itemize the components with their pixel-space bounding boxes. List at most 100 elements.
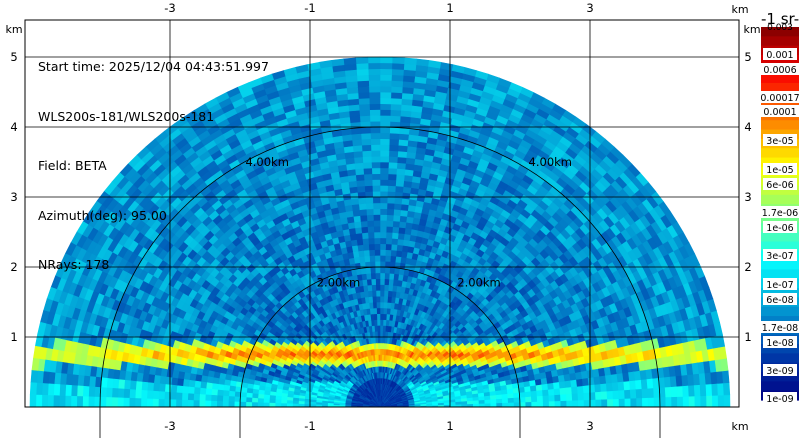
- field-cell: [393, 202, 402, 211]
- field-cell: [369, 103, 381, 111]
- field-cell: [379, 307, 384, 315]
- field-cell: [379, 225, 387, 233]
- field-cell: [370, 155, 381, 163]
- field-cell: [228, 390, 236, 398]
- field-cell: [368, 243, 375, 251]
- field-cell: [204, 394, 212, 402]
- field-cell: [379, 126, 391, 134]
- field-cell: [123, 379, 131, 390]
- field-cell: [187, 386, 195, 395]
- field-cell: [388, 138, 400, 146]
- field-cell: [671, 396, 678, 407]
- beta-field: [29, 56, 731, 407]
- field-cell: [360, 132, 371, 140]
- field-cell: [379, 214, 388, 221]
- field-cell: [518, 391, 526, 398]
- field-cell: [141, 381, 149, 392]
- field-cell: [379, 243, 387, 250]
- field-cell: [233, 396, 241, 403]
- field-cell: [371, 167, 381, 175]
- field-cell: [565, 386, 573, 395]
- field-cell: [364, 185, 373, 193]
- field-cell: [658, 386, 667, 398]
- field-cell: [359, 115, 371, 123]
- field-cell: [357, 197, 367, 205]
- field-cell: [565, 393, 573, 401]
- field-cell: [389, 266, 395, 274]
- field-cell: [601, 398, 608, 407]
- field-cell: [537, 400, 544, 407]
- field-cell: [354, 168, 365, 176]
- field-cell: [262, 402, 270, 407]
- field-cell: [390, 91, 403, 99]
- field-cell: [379, 149, 390, 157]
- field-cell: [536, 395, 544, 402]
- field-cell: [636, 397, 643, 407]
- field-cell: [363, 179, 373, 187]
- field-cell: [280, 403, 288, 407]
- field-cell: [393, 197, 403, 205]
- field-cell: [240, 387, 248, 394]
- field-cell: [576, 378, 584, 387]
- field-cell: [152, 390, 160, 400]
- field-cell: [589, 391, 597, 401]
- field-cell: [594, 391, 602, 400]
- field-cell: [383, 278, 390, 286]
- field-cell: [365, 208, 374, 216]
- field-cell: [379, 190, 388, 198]
- field-cell: [170, 384, 178, 394]
- field-cell: [245, 401, 252, 407]
- field-cell: [688, 395, 696, 407]
- field-cell: [379, 97, 392, 105]
- field-cell: [391, 232, 399, 240]
- field-cell: [239, 392, 247, 398]
- field-cell: [379, 231, 387, 239]
- field-cell: [379, 278, 385, 285]
- field-cell: [379, 120, 391, 128]
- field-cell: [239, 396, 247, 403]
- field-cell: [135, 381, 143, 391]
- field-cell: [606, 390, 614, 400]
- field-cell: [93, 396, 101, 407]
- field-cell: [496, 398, 503, 404]
- field-cell: [134, 389, 142, 400]
- field-cell: [379, 208, 388, 215]
- field-cell: [387, 179, 397, 187]
- field-cell: [379, 266, 386, 274]
- field-cell: [384, 266, 391, 274]
- field-cell: [128, 389, 136, 399]
- field-cell: [361, 150, 372, 158]
- field-cell: [670, 385, 678, 398]
- field-cell: [372, 202, 381, 210]
- field-cell: [251, 393, 259, 399]
- field-cell: [368, 97, 381, 105]
- field-cell: [352, 144, 363, 153]
- field-cell: [205, 382, 213, 390]
- field-cell: [223, 384, 231, 392]
- field-cell: [152, 382, 160, 392]
- field-cell: [372, 208, 381, 215]
- field-cell: [70, 385, 78, 397]
- field-cell: [357, 86, 370, 94]
- field-cell: [391, 237, 399, 245]
- field-cell: [194, 380, 202, 389]
- field-cell: [59, 384, 67, 397]
- field-cell: [217, 378, 226, 386]
- field-cell: [393, 208, 402, 216]
- field-cell: [558, 380, 566, 389]
- field-cell: [140, 398, 148, 407]
- field-cell: [239, 401, 247, 407]
- field-cell: [595, 398, 603, 407]
- field-cell: [385, 237, 393, 245]
- field-cell: [370, 144, 381, 151]
- field-cell: [379, 103, 391, 111]
- field-cell: [664, 386, 672, 398]
- field-cell: [577, 399, 585, 407]
- field-cell: [388, 150, 399, 158]
- field-cell: [376, 307, 381, 315]
- field-cell: [350, 133, 362, 141]
- field-cell: [371, 173, 381, 180]
- field-cell: [389, 109, 402, 117]
- field-cell: [372, 214, 381, 221]
- field-cell: [387, 173, 397, 181]
